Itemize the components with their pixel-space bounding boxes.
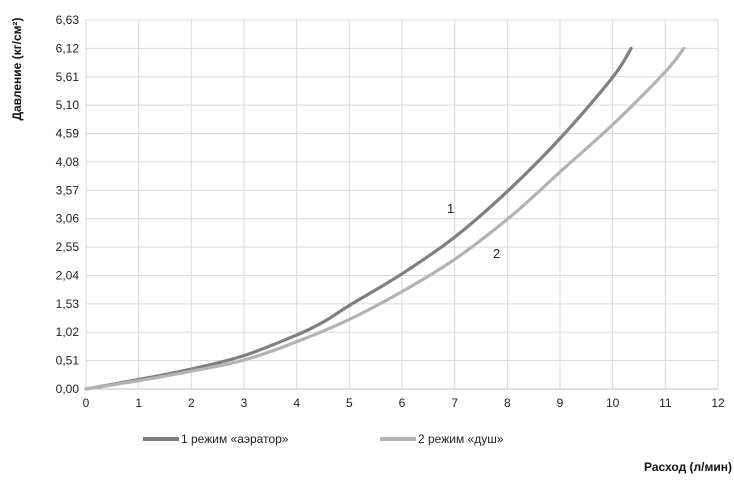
- series-line-2: [84, 46, 686, 391]
- y-tick-label: 3,06: [56, 212, 80, 226]
- y-tick-label: 6,63: [56, 13, 80, 27]
- x-tick-label: 2: [188, 396, 195, 410]
- x-tick-label: 3: [241, 396, 248, 410]
- x-tick-label: 4: [293, 396, 300, 410]
- x-axis-label: Расход (л/мин): [644, 460, 732, 474]
- x-tick-label: 6: [399, 396, 406, 410]
- y-axis-label: Давление (кг/см²): [10, 17, 24, 120]
- tick-labels: 0,00 0,51 1,02 1,53 2,04 2,55 3,06 3,57 4,08 4,59…: [56, 13, 725, 410]
- x-tick-label: 8: [504, 396, 511, 410]
- y-tick-label: 0,51: [56, 354, 80, 368]
- x-tick-label: 9: [557, 396, 564, 410]
- y-tick-label: 2,04: [56, 268, 80, 282]
- series-line-1: [84, 46, 633, 391]
- curve-label-2: 2: [493, 246, 500, 261]
- y-tick-label: 3,57: [56, 183, 80, 197]
- x-tick-label: 0: [83, 396, 90, 410]
- y-tick-label: 4,59: [56, 127, 80, 141]
- y-tick-label: 1,02: [56, 325, 80, 339]
- grid: [85, 19, 719, 390]
- series-lines: [84, 46, 686, 391]
- y-tick-label: 2,55: [56, 240, 80, 254]
- x-tick-label: 7: [451, 396, 458, 410]
- x-tick-label: 1: [135, 396, 142, 410]
- y-tick-label: 4,08: [56, 155, 80, 169]
- y-tick-label: 5,61: [56, 70, 80, 84]
- y-tick-label: 1,53: [56, 297, 80, 311]
- x-tick-label: 12: [711, 396, 725, 410]
- curve-label-1: 1: [447, 201, 454, 216]
- y-tick-label: 5,10: [56, 98, 80, 112]
- legend-label-series-2: 2 режим «душ»: [418, 432, 504, 446]
- x-tick-label: 5: [346, 396, 353, 410]
- y-tick-label: 0,00: [56, 382, 80, 396]
- legend: 1 режим «аэратор» 2 режим «душ»: [143, 432, 504, 446]
- x-tick-label: 11: [659, 396, 672, 410]
- y-tick-label: 6,12: [56, 41, 80, 55]
- x-tick-label: 10: [606, 396, 620, 410]
- legend-label-series-1: 1 режим «аэратор»: [181, 432, 289, 446]
